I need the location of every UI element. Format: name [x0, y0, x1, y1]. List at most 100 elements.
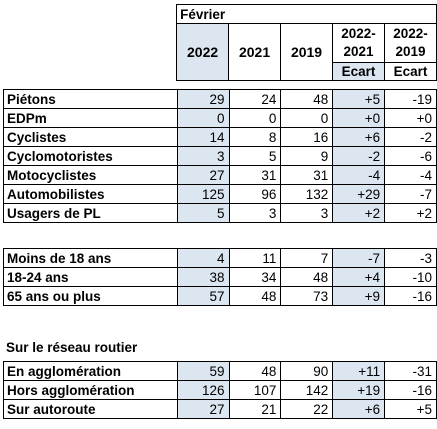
table-row: Hors agglomération 126 107 142 +19 -16	[3, 380, 437, 400]
year-header-2019: 2019	[280, 23, 334, 81]
cell-diff-2021: -2	[332, 146, 386, 166]
table-row: Cyclistes 14 8 16 +6 -2	[3, 127, 437, 147]
cell-2019: 3	[280, 203, 334, 223]
year-header-2022: 2022	[176, 23, 230, 81]
row-label: Hors agglomération	[3, 380, 178, 400]
cell-2021: 21	[228, 399, 282, 419]
empty-corner-3	[3, 63, 177, 81]
row-label: Sur autoroute	[3, 399, 178, 419]
cell-2021: 48	[228, 361, 282, 381]
cell-diff-2019: -10	[384, 267, 437, 287]
cell-2019: 22	[280, 399, 334, 419]
empty-corner	[3, 5, 177, 24]
table-row: Cyclomotoristes 3 5 9 -2 -6	[3, 146, 437, 166]
cell-2021: 34	[228, 267, 282, 287]
cell-diff-2019: -2	[384, 127, 437, 147]
cell-2022: 27	[176, 399, 230, 419]
table-row: Moins de 18 ans 4 11 7 -7 -3	[3, 248, 437, 268]
table-row: EDPm 0 0 0 +0 +0	[3, 108, 437, 128]
cell-2022: 27	[176, 165, 230, 185]
users-table: Piétons 29 24 48 +5 -19 EDPm 0 0 0 +0 +0 Cyclistes 14…	[3, 89, 437, 223]
cell-diff-2021: +5	[332, 89, 386, 109]
cell-2021: 96	[228, 184, 282, 204]
table-row: Sur autoroute 27 21 22 +6 +5	[3, 399, 437, 419]
cell-2019: 7	[280, 248, 334, 268]
table-row: Motocyclistes 27 31 31 -4 -4	[3, 165, 437, 185]
row-label: 18-24 ans	[3, 267, 178, 287]
cell-2022: 4	[176, 248, 230, 268]
table-row: Piétons 29 24 48 +5 -19	[3, 89, 437, 109]
cell-diff-2019: -6	[384, 146, 437, 166]
cell-2022: 3	[176, 146, 230, 166]
month-header: Février	[176, 4, 437, 24]
cell-2019: 90	[280, 361, 334, 381]
cell-2021: 11	[228, 248, 282, 268]
row-label: Automobilistes	[3, 184, 178, 204]
cell-2021: 48	[228, 286, 282, 306]
diff-header-2019: 2022- 2019	[383, 23, 437, 63]
row-label: Motocyclistes	[3, 165, 178, 185]
cell-2021: 31	[228, 165, 282, 185]
year-header-2021: 2021	[228, 23, 282, 81]
cell-diff-2021: +0	[332, 108, 386, 128]
cell-diff-2019: -4	[384, 165, 437, 185]
cell-2022: 0	[176, 108, 230, 128]
cell-diff-2019: +2	[384, 203, 437, 223]
row-label: En agglomération	[3, 361, 178, 381]
cell-diff-2021: +6	[332, 399, 386, 419]
cell-diff-2021: -4	[332, 165, 386, 185]
cell-diff-2021: +11	[332, 361, 386, 381]
cell-diff-2021: -7	[332, 248, 386, 268]
cell-2021: 0	[228, 108, 282, 128]
row-label: Piétons	[3, 89, 178, 109]
cell-2022: 5	[176, 203, 230, 223]
diff-header-2019-line1: 2022-	[393, 26, 428, 41]
row-label: EDPm	[3, 108, 178, 128]
cell-2022: 29	[176, 89, 230, 109]
ecart-label-2019: Ecart	[383, 62, 437, 81]
cell-2021: 24	[228, 89, 282, 109]
cell-2019: 16	[280, 127, 334, 147]
cell-diff-2021: +9	[332, 286, 386, 306]
cell-2022: 126	[176, 380, 230, 400]
cell-2022: 125	[176, 184, 230, 204]
diff-header-2021: 2022- 2021	[332, 23, 385, 63]
cell-diff-2019: -19	[384, 89, 437, 109]
row-label: Cyclomotoristes	[3, 146, 178, 166]
empty-corner-2	[3, 24, 177, 63]
cell-2022: 38	[176, 267, 230, 287]
row-label: Usagers de PL	[3, 203, 178, 223]
cell-2022: 59	[176, 361, 230, 381]
cell-diff-2019: -16	[384, 380, 437, 400]
network-section-title: Sur le réseau routier	[6, 340, 138, 355]
table-row: 65 ans ou plus 57 48 73 +9 -16	[3, 286, 437, 306]
cell-diff-2019: +5	[384, 399, 437, 419]
row-label: Cyclistes	[3, 127, 178, 147]
cell-2022: 57	[176, 286, 230, 306]
cell-2021: 3	[228, 203, 282, 223]
cell-diff-2019: -16	[384, 286, 437, 306]
row-label: 65 ans ou plus	[3, 286, 178, 306]
table-row: En agglomération 59 48 90 +11 -31	[3, 361, 437, 381]
row-label: Moins de 18 ans	[3, 248, 178, 268]
cell-2021: 107	[228, 380, 282, 400]
cell-2019: 31	[280, 165, 334, 185]
diff-header-2021-line2: 2021	[343, 44, 374, 59]
diff-header-2019-line2: 2019	[395, 44, 426, 59]
cell-2019: 48	[280, 267, 334, 287]
network-table: En agglomération 59 48 90 +11 -31 Hors agglomé…	[3, 361, 437, 419]
ecart-label-2021: Ecart	[332, 62, 385, 81]
ages-table: Moins de 18 ans 4 11 7 -7 -3 18-24 ans 38 34 48 +4…	[3, 248, 437, 306]
table-row: Usagers de PL 5 3 3 +2 +2	[3, 203, 437, 223]
cell-2021: 8	[228, 127, 282, 147]
cell-diff-2019: -31	[384, 361, 437, 381]
cell-diff-2021: +2	[332, 203, 386, 223]
diff-header-2021-line1: 2022-	[341, 26, 376, 41]
cell-2019: 48	[280, 89, 334, 109]
table-row: 18-24 ans 38 34 48 +4 -10	[3, 267, 437, 287]
cell-2021: 5	[228, 146, 282, 166]
cell-2019: 142	[280, 380, 334, 400]
cell-diff-2019: +0	[384, 108, 437, 128]
cell-2019: 132	[280, 184, 334, 204]
cell-2022: 14	[176, 127, 230, 147]
